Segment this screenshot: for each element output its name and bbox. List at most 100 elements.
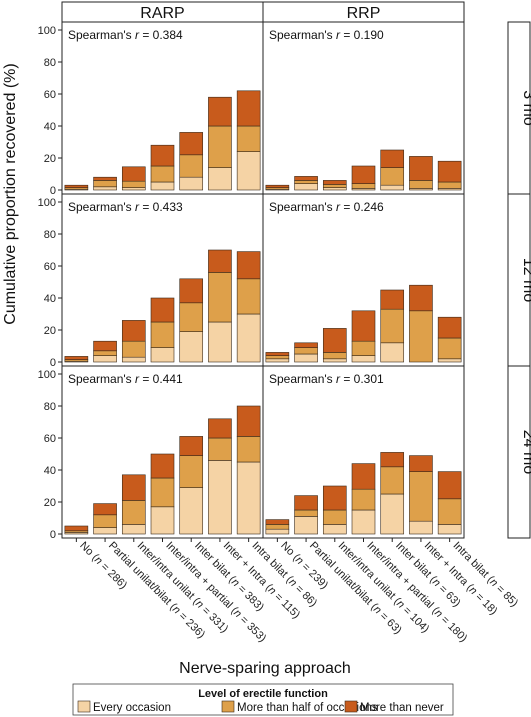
spearman-annotation: Spearman's r = 0.246 [269,200,384,214]
bar-segment [121,474,146,501]
bar-segment [93,514,117,528]
bar-segment [265,358,290,363]
bar-segment [437,160,462,183]
column-strip-rrp [262,1,465,23]
bar-segment [380,167,405,186]
spearman-annotation: Spearman's r = 0.384 [68,28,183,42]
bar-segment [409,455,433,472]
panels-layer: 0 20 40 60 80 100 Spearman's r = 0.384 Spearman… [38,21,465,541]
bar-segment [294,176,318,181]
bar-segment [322,485,347,511]
bar-segment [150,347,175,363]
bar-segment [179,154,204,178]
spearman-annotation: Spearman's r = 0.433 [68,200,183,214]
bar-segment [265,524,290,530]
bar-segment [322,180,347,185]
bar-segment [322,184,347,188]
legend-swatch [221,700,235,713]
bar-segment [265,184,290,188]
bar-segment [294,347,318,355]
bar-segment [409,310,433,363]
bar-segment [93,355,117,363]
bar-segment [437,358,462,363]
legend-item-label: More than half of occasions [237,702,378,714]
bar-segment [294,516,318,535]
bar-segment [294,180,318,184]
bar-segment [121,356,146,363]
bar-segment [121,524,146,535]
bar-segment [236,436,261,463]
y-tick-label: 100 [38,369,56,381]
bar-segment [150,165,175,183]
bar-segment [236,151,261,191]
bar-segment [437,524,462,535]
bar-segment [380,308,405,344]
bar-segment [437,181,462,189]
bar-segment [93,503,117,516]
spearman-annotation: Spearman's r = 0.441 [68,372,183,386]
y-tick-label: 60 [44,433,56,445]
bar-segment [93,186,117,191]
bar-segment [351,165,376,184]
bar-segment [380,289,405,310]
bar-segment [351,340,376,356]
panel-rrp-3mo: Spearman's r = 0.190 [262,21,465,195]
bar-segment [208,418,232,439]
bar-segment [380,149,405,168]
row-strip-label: 24 mo [520,430,531,475]
y-axis-title: Cumulative proportion recovered (%) [2,63,19,324]
bar-segment [236,251,261,280]
legend-box [72,683,454,716]
y-tick-label: 40 [44,465,56,477]
bar-segment [322,187,347,191]
bar-segment [236,90,261,127]
bar-segment [322,328,347,353]
y-tick-label: 80 [44,229,56,241]
bar-segment [64,525,89,532]
bar-segment [380,493,405,535]
bar-segment [179,302,204,332]
bar-segment [409,471,433,522]
bar-segment [121,500,146,525]
bar-segment [437,337,462,360]
bar-segment [93,350,117,356]
y-tick-label: 0 [50,185,56,197]
bar-segment [179,487,204,535]
bar-segment [409,156,433,181]
bar-segment [121,340,146,358]
bar-segment [179,278,204,304]
bar-segment [322,352,347,360]
bar-segment [208,167,232,191]
bar-segment [351,355,376,363]
bar-segment [322,358,347,363]
strips-layer: RARP RRP 3 mo 12 mo 24 mo [61,1,531,539]
y-tick-label: 60 [44,89,56,101]
bar-segment [351,509,376,535]
y-tick-label: 0 [50,357,56,369]
bar-segment [121,187,146,191]
legend: Level of erectile function Every occasio… [72,683,454,716]
y-tick-label: 60 [44,261,56,273]
column-strip-label: RARP [140,5,184,22]
spearman-annotation: Spearman's r = 0.301 [269,372,384,386]
bar-segment [150,181,175,191]
bar-segment [93,180,117,188]
bar-segment [351,310,376,342]
panel-rrp-24mo: Spearman's r = 0.301 [262,365,465,539]
bar-segment [121,166,146,182]
bar-segment [208,321,232,363]
bar-segment [265,519,290,525]
legend-items: Every occasion More than half of occasion… [77,700,444,714]
y-tick-label: 0 [50,529,56,541]
bar-segment [150,297,175,323]
bar-segment [380,184,405,191]
legend-swatch [77,700,91,713]
bar-segment [179,132,204,156]
panel-rarp-24mo: 0 20 40 60 80 100 Spearman's r = 0.441 [38,365,264,541]
bar-segment [93,527,117,535]
bar-segment [294,509,318,517]
row-strip-label: 12 mo [520,258,531,303]
bar-segment [437,498,462,525]
bar-segment [294,495,318,511]
